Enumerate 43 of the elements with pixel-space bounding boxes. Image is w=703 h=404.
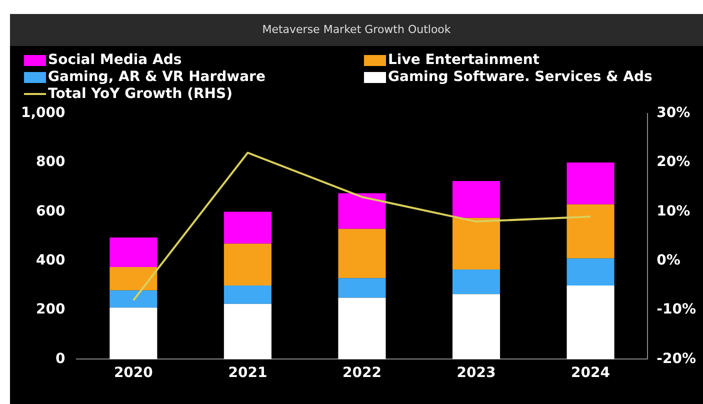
y2-tick-label: 0% xyxy=(656,252,680,269)
y2-tick-label: 10% xyxy=(656,203,690,220)
bar xyxy=(452,269,500,294)
bar xyxy=(110,238,158,268)
x-tick-label: 2024 xyxy=(571,365,610,382)
legend-label: Social Media Ads xyxy=(48,52,182,68)
bar xyxy=(338,228,386,278)
bar xyxy=(452,218,500,270)
legend-label: Live Entertainment xyxy=(388,52,540,68)
y-tick-label: 800 xyxy=(36,154,66,170)
bar xyxy=(566,285,614,360)
bar xyxy=(110,290,158,308)
bar xyxy=(566,162,614,204)
bar xyxy=(452,180,500,218)
x-tick-label: 2022 xyxy=(342,365,382,382)
y-tick-label: 400 xyxy=(36,252,66,269)
bar xyxy=(224,244,272,286)
y-tick-label: 200 xyxy=(36,302,66,318)
legend-label: Gaming Software. Services & Ads xyxy=(388,69,652,85)
x-tick-label: 2020 xyxy=(114,365,154,382)
bar xyxy=(224,304,272,360)
legend-label: Total YoY Growth (RHS) xyxy=(48,86,232,102)
y-tick-label: 1,000 xyxy=(20,105,66,122)
bar xyxy=(566,258,614,286)
y2-tick-label: 20% xyxy=(656,154,690,170)
bar xyxy=(110,267,158,290)
bar xyxy=(224,285,272,304)
bar xyxy=(224,212,272,244)
bar xyxy=(566,204,614,258)
chart-title: Metaverse Market Growth Outlook xyxy=(10,14,703,46)
y2-tick-label: -20% xyxy=(656,350,696,367)
bar xyxy=(338,298,386,360)
y-tick-label: 0 xyxy=(56,350,66,367)
bar xyxy=(110,308,158,360)
bar xyxy=(452,294,500,360)
legend-label: Gaming, AR & VR Hardware xyxy=(48,69,266,85)
bar xyxy=(338,193,386,229)
y2-tick-label: -10% xyxy=(656,302,696,318)
y2-tick-label: 30% xyxy=(656,105,690,122)
x-tick-label: 2021 xyxy=(228,365,268,382)
x-tick-label: 2023 xyxy=(456,365,496,382)
y-tick-label: 600 xyxy=(36,203,66,220)
bar xyxy=(338,278,386,298)
